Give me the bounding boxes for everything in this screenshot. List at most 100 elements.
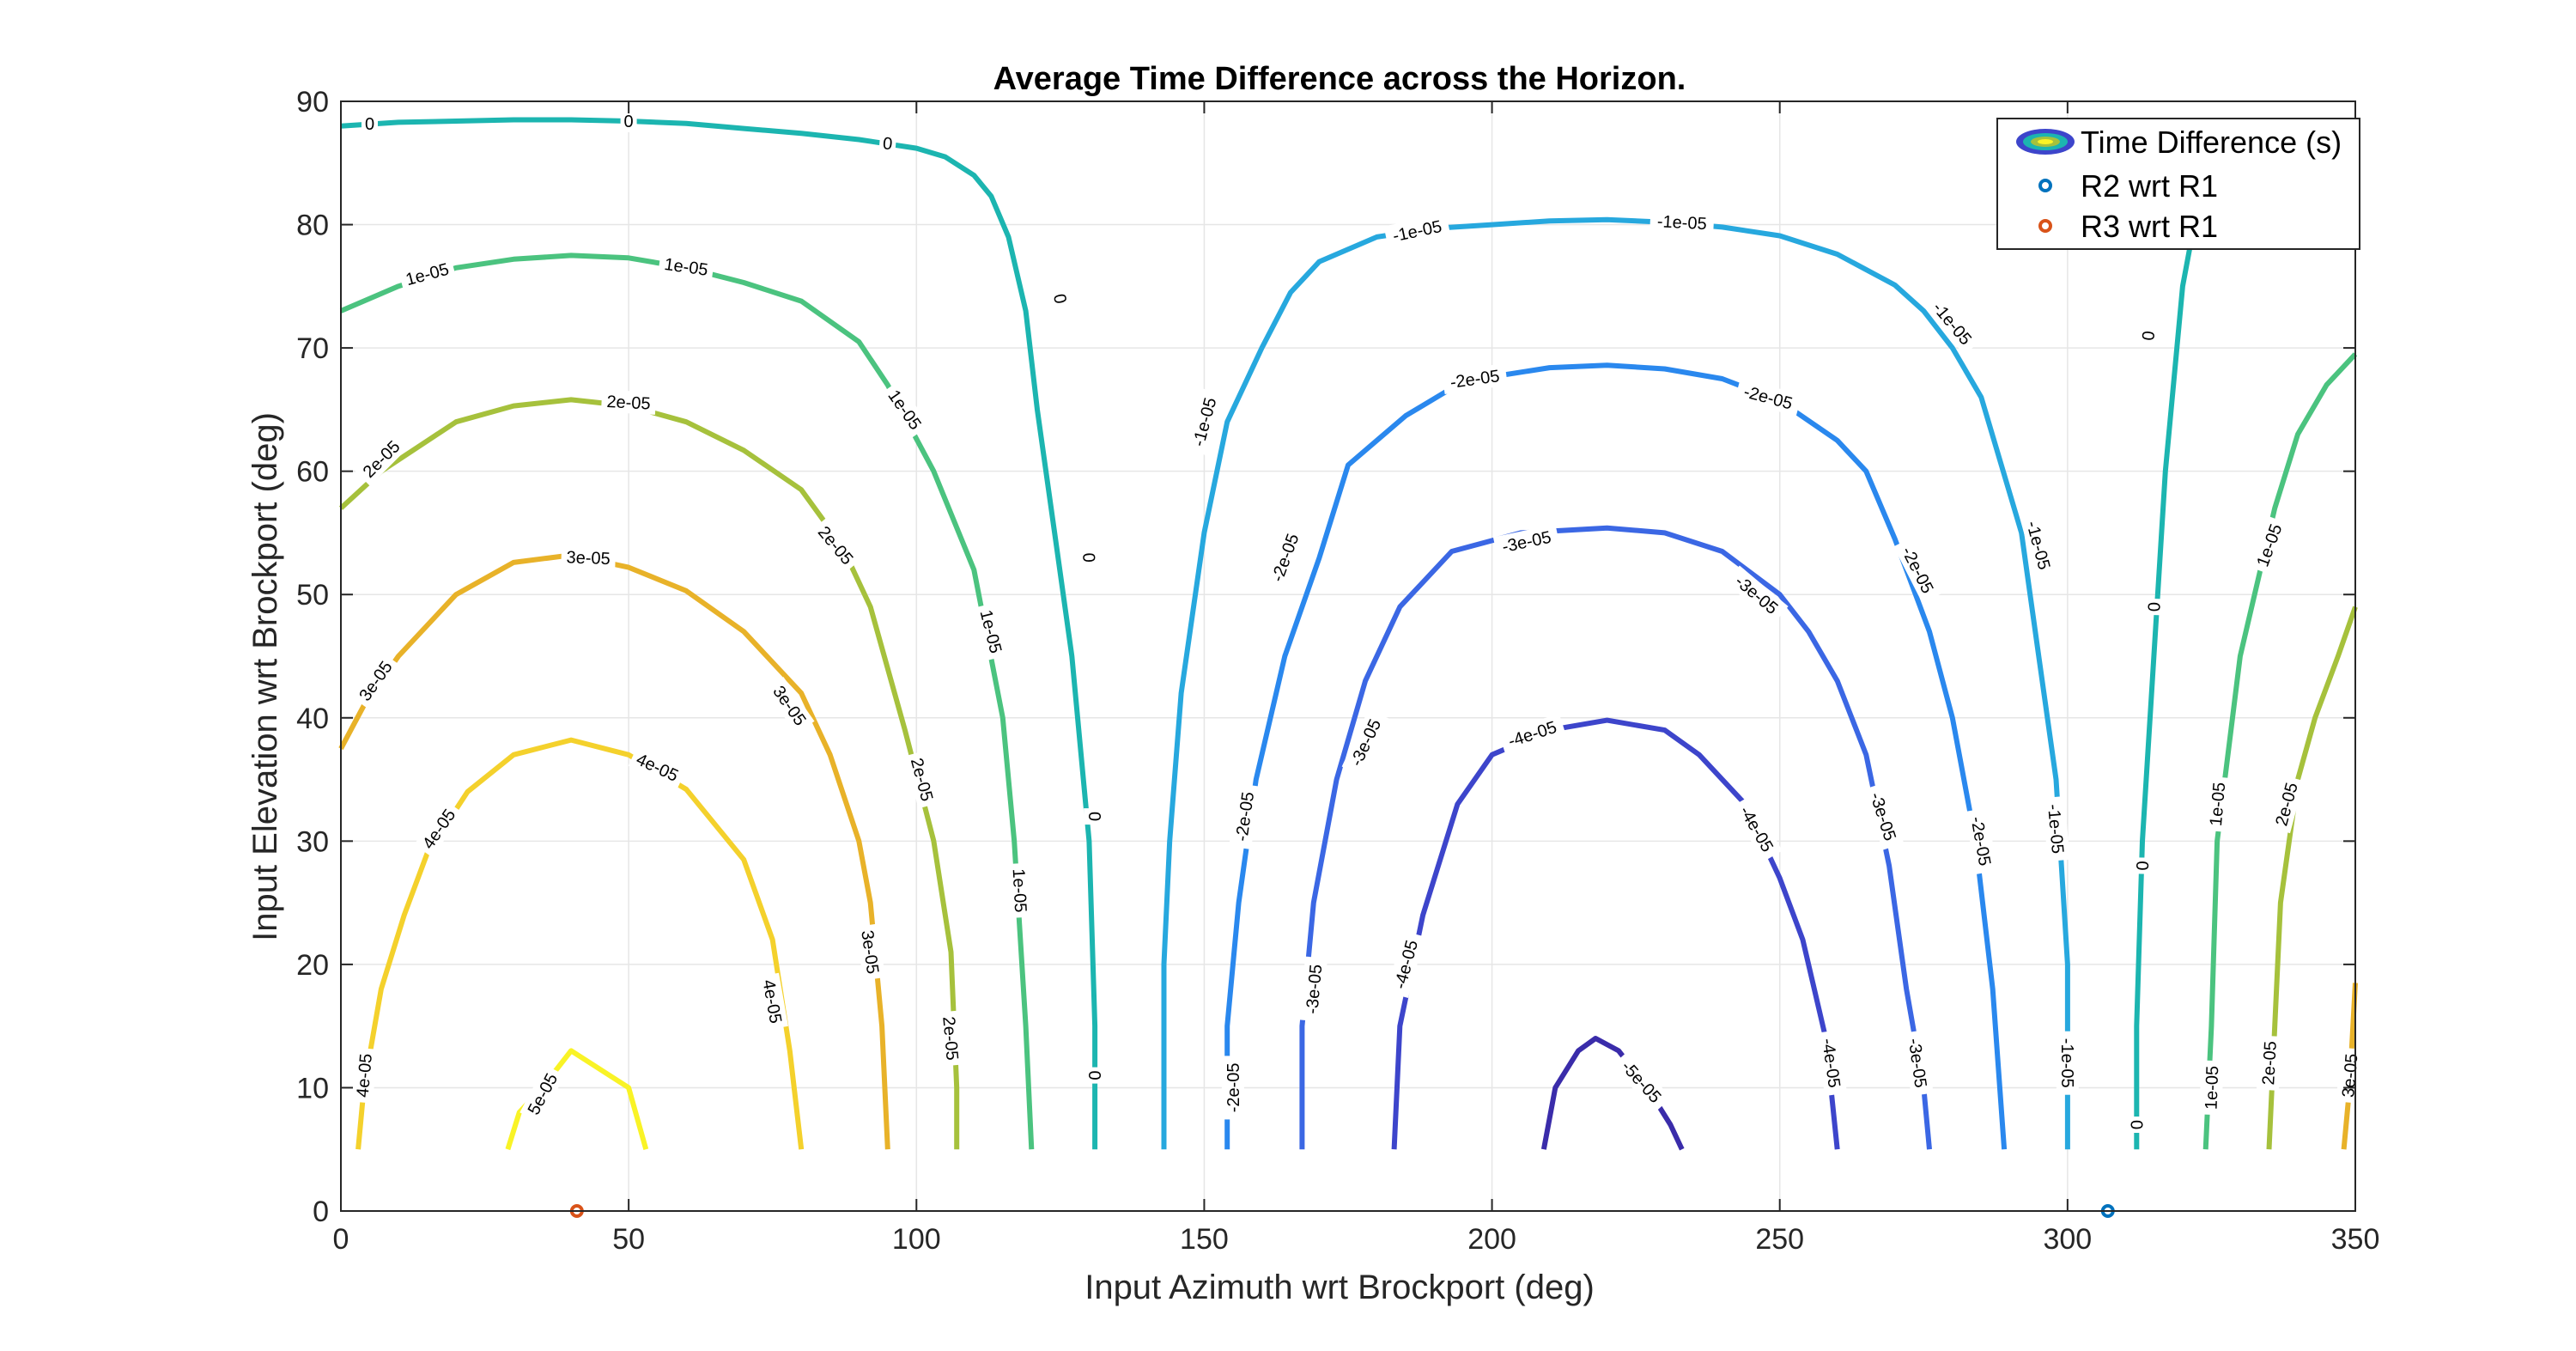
contour-label: 2e-05 (2259, 1041, 2281, 1086)
x-tick-label: 200 (1467, 1223, 1516, 1256)
y-axis-title: Input Elevation wrt Brockport (deg) (246, 412, 284, 941)
contour-label-bg (1383, 213, 1451, 249)
contour-line--4e-05 (1391, 717, 1840, 1150)
contour-line-4e-05 (355, 737, 805, 1150)
contour-label: 1e-05 (1009, 868, 1030, 913)
contour-label-bg (361, 112, 378, 135)
y-tick-label: 30 (296, 825, 329, 858)
contour-label: 1e-05 (2202, 1065, 2223, 1110)
contour-label-bg (2136, 326, 2160, 345)
y-tick-label: 10 (296, 1072, 329, 1105)
x-tick-label: 150 (1180, 1223, 1229, 1256)
contour-label-group: -3e-05 (1299, 956, 1327, 1022)
contour-label: 0 (2134, 861, 2153, 871)
contour-label-group: 0 (2130, 857, 2154, 874)
x-tick-label: 350 (2331, 1223, 2380, 1256)
contour-label-bg (2042, 796, 2070, 861)
contour-label-group: 2e-05 (2256, 1035, 2282, 1091)
contour-label-group: 4e-05 (350, 1047, 378, 1104)
contour-label: 0 (1084, 812, 1103, 821)
contour-label-bg (756, 972, 788, 1031)
contour-label-bg (2125, 1117, 2148, 1133)
plot-frame (340, 100, 2356, 1212)
contour-line-1e-05 (2202, 352, 2358, 1150)
contour-label-group: 0 (2136, 326, 2160, 345)
contour-label-bg (1078, 549, 1101, 567)
y-tick-label: 60 (296, 456, 329, 489)
contour-label-bg (1612, 1050, 1672, 1113)
contour-label-group: 0 (878, 131, 897, 155)
y-tick-label: 80 (296, 210, 329, 242)
contour-label-group: 0 (1084, 1067, 1107, 1084)
contour-label-bg (350, 652, 400, 709)
legend[interactable]: Time Difference (s) R2 wrt R1 R3 wrt R1 (1996, 118, 2360, 250)
contour-label: -3e-05 (1303, 964, 1326, 1015)
contour-label-bg (810, 517, 862, 574)
contour-label: 1e-05 (2207, 782, 2229, 827)
contour-label-bg (1341, 709, 1389, 776)
contour-label-group: 0 (1084, 808, 1107, 825)
contour-label-group: -2e-05 (1221, 1056, 1244, 1120)
contour-label-bg (855, 923, 885, 981)
contour-line--2e-05 (1224, 362, 2008, 1150)
contour-label-group: 0 (620, 110, 637, 132)
contour-label-group: 1e-05 (1007, 862, 1033, 918)
contour-label-group: 0 (1078, 549, 1101, 567)
contour-label-bg (620, 110, 637, 132)
legend-label-r3: R3 wrt R1 (2081, 209, 2218, 244)
y-tick-label: 20 (296, 949, 329, 982)
contour-line-3e-05 (338, 552, 890, 1150)
contour-label-bg (2020, 511, 2058, 579)
contour-label-bg (1815, 1030, 1848, 1097)
contour-label-bg (519, 1064, 565, 1123)
contour-label: -1e-05 (2044, 803, 2067, 855)
contour-label-bg (1263, 523, 1307, 592)
contour-label-group: 4e-05 (756, 972, 788, 1031)
contour-line-2e-05 (338, 397, 960, 1150)
contour-label-bg (1221, 1056, 1244, 1120)
contour-line-5e-05 (505, 1048, 649, 1151)
contour-label-bg (628, 745, 687, 789)
contour-label-bg (765, 677, 815, 734)
contour-label-bg (2203, 776, 2231, 832)
y-tick-label: 0 (313, 1196, 329, 1228)
contour-label-bg (2056, 1031, 2079, 1095)
legend-marker-r3 (2038, 219, 2052, 233)
contour-label-bg (937, 1010, 965, 1067)
x-tick-label: 300 (2043, 1223, 2092, 1256)
contour-label: -2e-05 (1224, 1062, 1243, 1112)
contour-label-group: 2e-05 (937, 1010, 965, 1067)
legend-marker-r2 (2038, 179, 2052, 192)
contour-label-bg (1965, 807, 1998, 874)
legend-contour-icon (2016, 129, 2075, 155)
contour-label-group: -2e-05 (1442, 362, 1508, 395)
contour-label-bg (1229, 783, 1261, 850)
x-tick-label: 50 (612, 1223, 645, 1256)
y-tick-label: 70 (296, 332, 329, 365)
contour-label-bg (600, 389, 657, 415)
contour-label: 2e-05 (939, 1016, 961, 1062)
contour-label: -1e-05 (2057, 1038, 2076, 1088)
contour-label-bg (1007, 862, 1033, 918)
legend-label-time-difference: Time Difference (s) (2081, 125, 2342, 160)
contour-label: 4e-05 (354, 1053, 376, 1098)
contour-label: 0 (2145, 602, 2164, 612)
x-axis-title: Input Azimuth wrt Brockport (deg) (1084, 1269, 1595, 1306)
contour-label-bg (2249, 515, 2289, 575)
y-tick-label: 90 (296, 86, 329, 119)
contour-label: 0 (365, 115, 374, 134)
contour-line--5e-05 (1540, 1036, 1685, 1151)
contour-label-bg (878, 131, 897, 155)
contour-label-group: 0 (361, 112, 378, 135)
contour-line--1e-05 (1161, 216, 2070, 1150)
x-tick-label: 250 (1755, 1223, 1804, 1256)
contour-label-bg (1442, 362, 1508, 395)
contour-label-bg (1893, 536, 1942, 604)
contour-label-bg (1498, 713, 1566, 755)
contour-label: 0 (1049, 292, 1070, 305)
contour-label-group: 3e-05 (2336, 1047, 2363, 1104)
contour-label-group: 2e-05 (600, 389, 657, 415)
contour-label: 2e-05 (606, 393, 651, 414)
legend-label-r2: R2 wrt R1 (2081, 168, 2218, 204)
plot-area (341, 101, 2355, 1211)
